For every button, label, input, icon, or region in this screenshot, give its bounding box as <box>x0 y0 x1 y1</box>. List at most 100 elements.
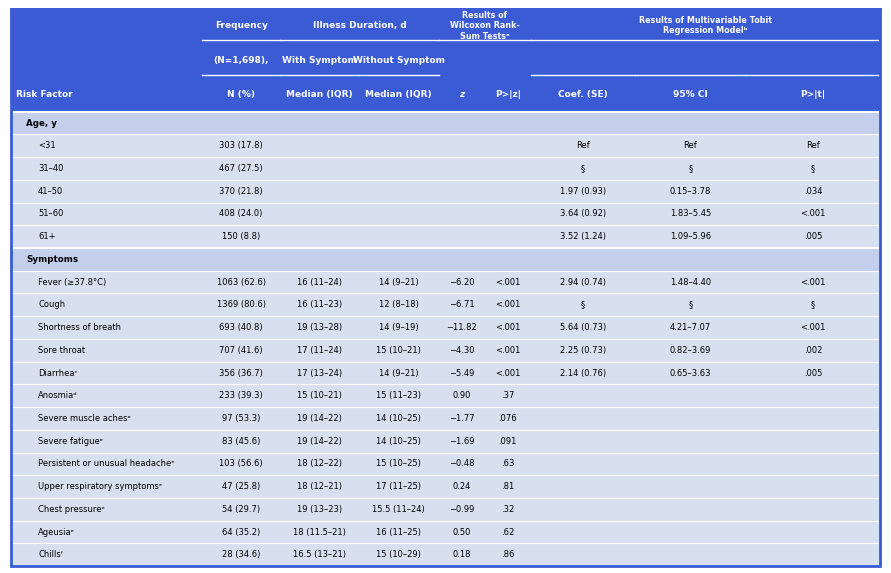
Text: 15 (11–23): 15 (11–23) <box>376 391 421 400</box>
Text: .076: .076 <box>498 414 517 423</box>
Text: With Symptom: With Symptom <box>282 56 357 65</box>
Text: §: § <box>581 300 585 309</box>
Text: 97 (53.3): 97 (53.3) <box>222 414 260 423</box>
Bar <box>11 271 880 293</box>
Text: <.001: <.001 <box>495 300 520 309</box>
Text: §: § <box>688 164 692 173</box>
Text: 15 (10–21): 15 (10–21) <box>376 346 421 355</box>
Text: .002: .002 <box>804 346 822 355</box>
Text: Severe fatigueᵉ: Severe fatigueᵉ <box>38 437 103 446</box>
Text: Symptoms: Symptoms <box>26 255 78 264</box>
Text: 2.25 (0.73): 2.25 (0.73) <box>560 346 606 355</box>
Text: Without Symptom: Without Symptom <box>353 56 445 65</box>
Text: (N=1,698),: (N=1,698), <box>214 56 269 65</box>
Text: 17 (13–24): 17 (13–24) <box>297 368 342 378</box>
Text: 14 (9–21): 14 (9–21) <box>379 278 419 286</box>
Bar <box>11 384 880 407</box>
Text: .32: .32 <box>501 505 514 514</box>
Text: .63: .63 <box>501 460 514 468</box>
Text: 19 (13–23): 19 (13–23) <box>297 505 342 514</box>
Text: 707 (41.6): 707 (41.6) <box>219 346 263 355</box>
Bar <box>11 521 880 543</box>
Bar <box>11 157 880 180</box>
Text: 693 (40.8): 693 (40.8) <box>219 323 263 332</box>
Text: Ref: Ref <box>806 142 820 150</box>
Text: .005: .005 <box>804 368 822 378</box>
Bar <box>11 293 880 316</box>
Text: Frequency: Frequency <box>215 21 267 30</box>
Text: Results of Multivariable Tobit
Regression Modelᵇ: Results of Multivariable Tobit Regressio… <box>639 16 772 36</box>
Text: −5.49: −5.49 <box>449 368 474 378</box>
Text: Chest pressureᵉ: Chest pressureᵉ <box>38 505 105 514</box>
Text: <.001: <.001 <box>495 346 520 355</box>
Bar <box>11 225 880 248</box>
Text: 83 (45.6): 83 (45.6) <box>222 437 260 446</box>
Text: 95% CI: 95% CI <box>673 90 707 99</box>
Text: 28 (34.6): 28 (34.6) <box>222 550 260 559</box>
Text: 2.14 (0.76): 2.14 (0.76) <box>560 368 606 378</box>
Text: Upper respiratory symptomsᵉ: Upper respiratory symptomsᵉ <box>38 482 162 491</box>
Bar <box>11 475 880 498</box>
Text: N (%): N (%) <box>227 90 255 99</box>
Text: Ageusiaᵉ: Ageusiaᵉ <box>38 528 75 536</box>
Text: −6.71: −6.71 <box>449 300 474 309</box>
Text: Ref: Ref <box>683 142 697 150</box>
Text: Shortness of breath: Shortness of breath <box>38 323 121 332</box>
Text: Persistent or unusual headacheᵉ: Persistent or unusual headacheᵉ <box>38 460 175 468</box>
Text: 356 (36.7): 356 (36.7) <box>219 368 263 378</box>
Text: <.001: <.001 <box>495 368 520 378</box>
Text: .005: .005 <box>804 232 822 241</box>
Bar <box>11 112 880 135</box>
Text: Sore throat: Sore throat <box>38 346 86 355</box>
Text: Risk Factor: Risk Factor <box>16 90 72 99</box>
Bar <box>11 339 880 362</box>
Text: 41–50: 41–50 <box>38 187 63 196</box>
Text: −6.20: −6.20 <box>449 278 474 286</box>
Text: 12 (8–18): 12 (8–18) <box>379 300 419 309</box>
Text: <.001: <.001 <box>800 278 826 286</box>
Text: 14 (10–25): 14 (10–25) <box>376 414 421 423</box>
Text: Median (IQR): Median (IQR) <box>286 90 353 99</box>
Text: z: z <box>459 90 464 99</box>
Text: §: § <box>688 300 692 309</box>
Bar <box>11 9 880 112</box>
Text: 1.48–4.40: 1.48–4.40 <box>670 278 711 286</box>
Text: 370 (21.8): 370 (21.8) <box>219 187 263 196</box>
Text: 15 (10–21): 15 (10–21) <box>297 391 342 400</box>
Text: 3.52 (1.24): 3.52 (1.24) <box>560 232 606 241</box>
Text: Severe muscle achesᵉ: Severe muscle achesᵉ <box>38 414 131 423</box>
Text: 1.09–5.96: 1.09–5.96 <box>670 232 711 241</box>
Text: .62: .62 <box>501 528 514 536</box>
Text: 150 (8.8): 150 (8.8) <box>222 232 260 241</box>
Text: 14 (10–25): 14 (10–25) <box>376 437 421 446</box>
Text: <31: <31 <box>38 142 56 150</box>
Text: Chillsᶠ: Chillsᶠ <box>38 550 63 559</box>
Text: Coef. (SE): Coef. (SE) <box>558 90 608 99</box>
Text: Fever (≥37.8°C): Fever (≥37.8°C) <box>38 278 106 286</box>
Text: 1.83–5.45: 1.83–5.45 <box>670 210 711 218</box>
Text: §: § <box>581 164 585 173</box>
Text: <.001: <.001 <box>495 278 520 286</box>
Text: P>|t|: P>|t| <box>800 90 825 99</box>
Text: Diarrheaᶜ: Diarrheaᶜ <box>38 368 78 378</box>
Text: 4.21–7.07: 4.21–7.07 <box>670 323 711 332</box>
Text: 16 (11–25): 16 (11–25) <box>376 528 421 536</box>
Text: 18 (11.5–21): 18 (11.5–21) <box>293 528 346 536</box>
Text: −11.82: −11.82 <box>446 323 477 332</box>
Bar <box>11 543 880 566</box>
Bar <box>11 316 880 339</box>
Text: 15 (10–25): 15 (10–25) <box>376 460 421 468</box>
Text: 16 (11–24): 16 (11–24) <box>297 278 342 286</box>
Text: <.001: <.001 <box>800 323 826 332</box>
Bar <box>11 453 880 475</box>
Text: −1.69: −1.69 <box>449 437 474 446</box>
Text: Ref: Ref <box>576 142 590 150</box>
Text: Median (IQR): Median (IQR) <box>365 90 432 99</box>
Text: .86: .86 <box>501 550 514 559</box>
Text: .091: .091 <box>498 437 517 446</box>
Text: 1063 (62.6): 1063 (62.6) <box>217 278 266 286</box>
Bar <box>11 248 880 271</box>
Text: .37: .37 <box>501 391 514 400</box>
Text: Age, y: Age, y <box>26 119 57 128</box>
Text: <.001: <.001 <box>800 210 826 218</box>
